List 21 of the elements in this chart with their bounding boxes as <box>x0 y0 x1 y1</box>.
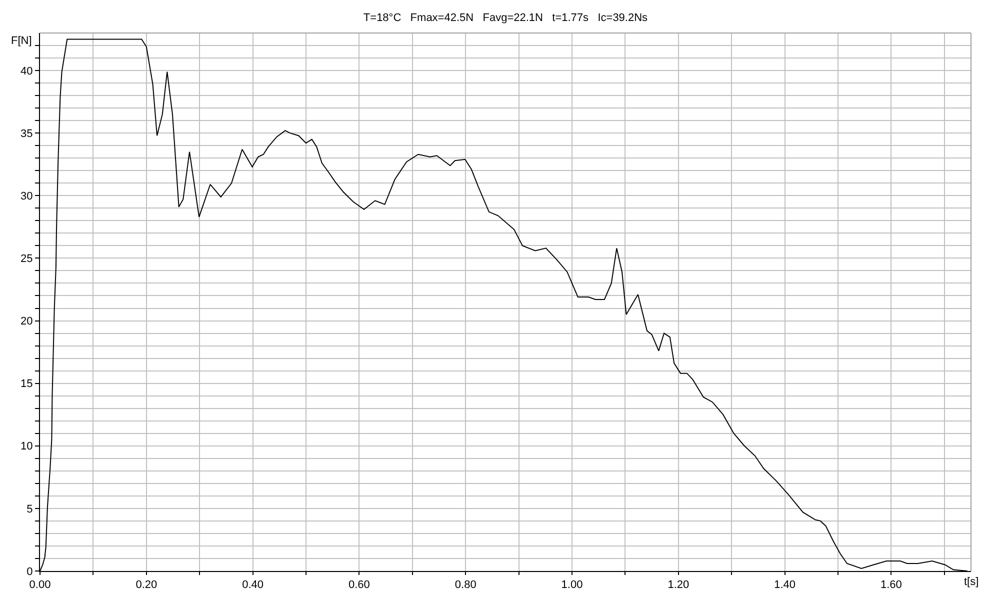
x-tick-label: 1.60 <box>880 579 902 592</box>
y-tick-label: 30 <box>20 190 33 202</box>
x-tick-label: 0.80 <box>454 579 476 592</box>
x-axis-title: t[s] <box>964 576 979 588</box>
y-tick-label: 35 <box>20 128 33 140</box>
chart-title: T=18°C Fmax=42.5N Favg=22.1N t=1.77s Ic=39.2Ns <box>363 12 648 24</box>
x-tick-label: 0.40 <box>242 579 264 592</box>
y-tick-label: 15 <box>20 378 33 390</box>
y-tick-label: 10 <box>20 440 33 453</box>
y-tick-label: 20 <box>20 316 33 328</box>
x-tick-label: 1.40 <box>774 579 796 592</box>
y-axis-title: F[N] <box>11 35 32 47</box>
y-tick-label: 5 <box>26 503 33 516</box>
x-tick-label: 0.00 <box>29 579 51 592</box>
x-tick-label: 0.20 <box>136 579 158 592</box>
x-tick-label: 1.00 <box>561 579 583 592</box>
y-tick-label: 25 <box>20 253 33 266</box>
x-tick-label: 1.20 <box>668 579 690 592</box>
x-tick-label: 0.60 <box>348 579 370 592</box>
y-tick-label: 40 <box>20 65 33 78</box>
y-tick-label: 0 <box>26 566 33 578</box>
